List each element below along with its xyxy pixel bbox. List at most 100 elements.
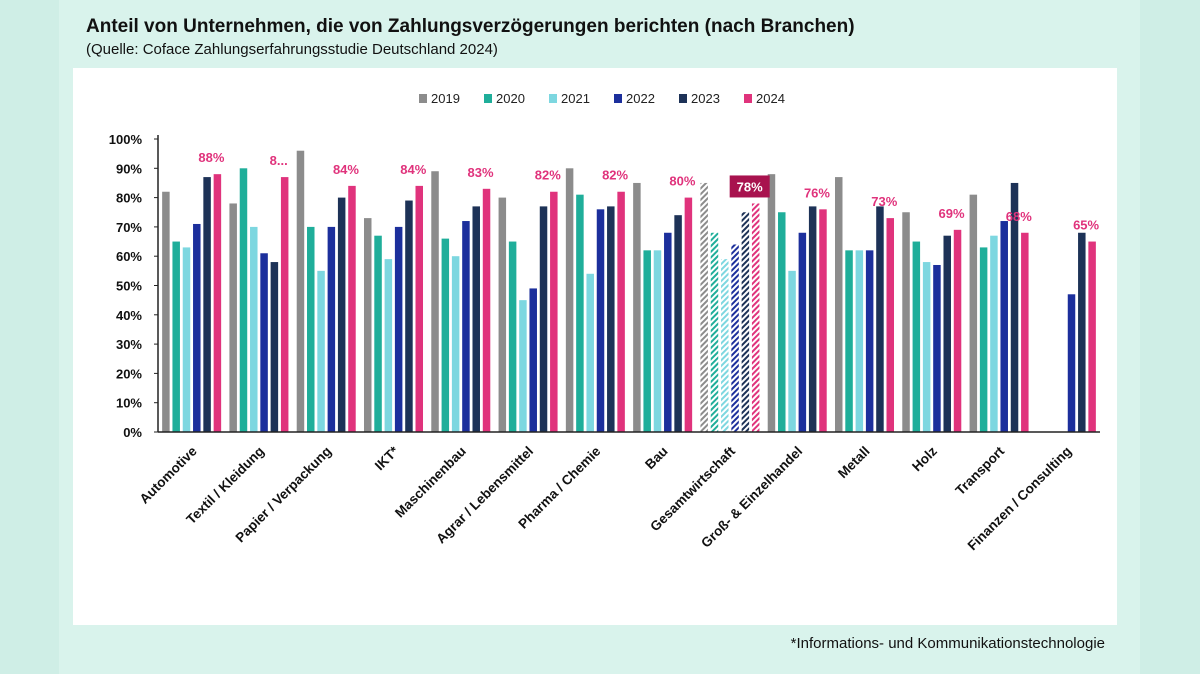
x-tick-label: Automotive xyxy=(137,443,200,506)
data-labels: 88% 8... 84% 84% 83% 82% 82% 80% 78% 76% 73% 69% 68%… xyxy=(198,150,1099,232)
bar-2021 xyxy=(182,247,191,432)
bar-2019 xyxy=(296,150,305,432)
x-tick-label: Bau xyxy=(642,444,671,473)
legend-swatch-2024 xyxy=(744,94,752,103)
bar-2019 xyxy=(767,174,776,432)
data-label: 69% xyxy=(939,206,965,221)
bar-2019 xyxy=(700,182,708,432)
bar-2021 xyxy=(855,250,864,432)
bar-2020 xyxy=(307,226,315,432)
bar-2021 xyxy=(519,300,527,432)
legend-label-2020: 2020 xyxy=(496,91,525,106)
bar-2020 xyxy=(576,194,584,432)
bar-2023 xyxy=(270,262,279,432)
x-tick-label: Metall xyxy=(835,444,873,482)
bar-2022 xyxy=(596,209,605,432)
bar-2021 xyxy=(990,235,998,432)
bar-2022 xyxy=(933,264,941,432)
chart-subtitle: (Quelle: Coface Zahlungserfahrungsstudie… xyxy=(86,41,498,58)
bar-2023 xyxy=(203,177,211,432)
bar-2022 xyxy=(327,226,336,432)
data-label: 82% xyxy=(602,168,628,183)
bar-2024 xyxy=(1021,232,1029,432)
y-tick-label: 50% xyxy=(116,279,142,294)
bar-2023 xyxy=(943,235,951,432)
bar-2024 xyxy=(684,197,693,432)
bar-2020 xyxy=(172,241,180,432)
bar-2024 xyxy=(348,185,356,432)
bar-2020 xyxy=(710,232,719,432)
legend-swatch-2022 xyxy=(614,94,622,103)
bar-2023 xyxy=(808,206,817,432)
bar-2019 xyxy=(498,197,507,432)
bar-2024 xyxy=(819,209,827,432)
bar-2021 xyxy=(922,262,931,432)
bar-2019 xyxy=(969,194,978,432)
bar-2020 xyxy=(508,241,517,432)
bar-2020 xyxy=(643,250,651,432)
bar-2023 xyxy=(539,206,548,432)
bar-2023 xyxy=(472,206,480,432)
legend-swatch-2020 xyxy=(484,94,492,103)
data-label-box xyxy=(729,175,770,198)
x-tick-label: Transport xyxy=(953,443,1008,498)
y-tick-label: 90% xyxy=(116,161,142,176)
data-label: 82% xyxy=(535,168,561,183)
bar-2019 xyxy=(902,212,910,432)
bar-2020 xyxy=(239,168,248,433)
bar-2023 xyxy=(607,206,615,432)
bar-2021 xyxy=(384,259,393,432)
bar-2021 xyxy=(317,270,325,432)
bar-2022 xyxy=(1067,294,1076,432)
data-label: 88% xyxy=(198,150,224,165)
legend-label-2021: 2021 xyxy=(561,91,590,106)
bar-2020 xyxy=(778,212,786,432)
bars xyxy=(162,150,1096,433)
x-tick-label: Maschinenbau xyxy=(392,444,469,521)
bar-2019 xyxy=(364,218,372,432)
bar-2022 xyxy=(731,244,739,432)
bar-2019 xyxy=(565,168,574,433)
y-tick-label: 100% xyxy=(109,132,143,147)
y-tick-label: 10% xyxy=(116,396,142,411)
bar-2024 xyxy=(953,229,962,432)
chart-panel: 2019 2020 2021 2022 2023 2024 0% 10% 20% 30% 40% 5… xyxy=(73,68,1117,625)
bar-2024 xyxy=(415,185,423,432)
bar-2021 xyxy=(451,256,460,432)
data-label: 78% xyxy=(737,179,763,194)
bar-2024 xyxy=(1088,241,1096,432)
bar-2020 xyxy=(845,250,853,432)
y-tick-label: 70% xyxy=(116,220,142,235)
bar-chart: 2019 2020 2021 2022 2023 2024 0% 10% 20% 30% 40% 5… xyxy=(109,91,1100,553)
y-tick-label: 0% xyxy=(123,425,142,440)
y-tick-label: 20% xyxy=(116,366,142,381)
bar-2023 xyxy=(1010,182,1019,432)
bar-2022 xyxy=(394,226,403,432)
bar-2020 xyxy=(912,241,921,432)
legend-swatch-2023 xyxy=(679,94,687,103)
bar-2019 xyxy=(431,171,439,432)
data-label: 8... xyxy=(270,153,288,168)
data-label: 76% xyxy=(804,185,830,200)
bar-2020 xyxy=(374,235,382,432)
data-label: 83% xyxy=(468,165,494,180)
bar-2021 xyxy=(721,259,729,432)
bar-2022 xyxy=(664,232,672,432)
legend: 2019 2020 2021 2022 2023 2024 xyxy=(419,91,785,106)
bar-2024 xyxy=(550,191,558,432)
bar-2024 xyxy=(213,174,222,432)
bar-2019 xyxy=(162,191,170,432)
bar-2024 xyxy=(886,218,894,432)
bar-2023 xyxy=(1078,232,1086,432)
data-label: 73% xyxy=(871,194,897,209)
legend-swatch-2019 xyxy=(419,94,427,103)
bar-2024 xyxy=(482,188,491,432)
legend-label-2024: 2024 xyxy=(756,91,785,106)
data-label: 84% xyxy=(400,162,426,177)
data-label: 65% xyxy=(1073,218,1099,233)
bar-2021 xyxy=(788,270,796,432)
x-tick-label: IKT* xyxy=(372,443,402,473)
bar-2023 xyxy=(337,197,346,432)
bar-2022 xyxy=(865,250,874,432)
